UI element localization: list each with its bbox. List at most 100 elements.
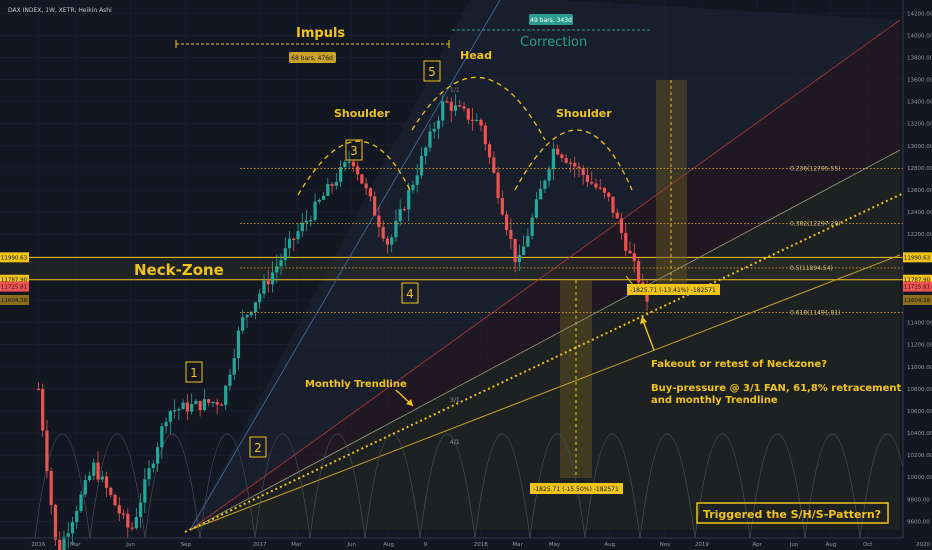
candle-body <box>330 184 334 186</box>
candle-body <box>607 192 611 197</box>
candle-body <box>177 409 181 411</box>
candle-body <box>585 175 590 183</box>
candle-body <box>66 533 70 537</box>
x-tick-label: Aug <box>383 542 394 548</box>
correction-bars-badge <box>529 14 573 25</box>
candle-body <box>96 462 100 480</box>
cycle-arc <box>639 433 696 539</box>
candle-body <box>347 161 351 163</box>
candle-body <box>134 517 138 529</box>
candle-body <box>628 250 632 254</box>
price-badge-left-label: 11604.38 <box>1 298 28 304</box>
neck-zone-label: Neck-Zone <box>134 261 224 279</box>
candle-body <box>104 476 109 488</box>
candle-body <box>470 119 475 121</box>
y-tick-label: 13600.00 <box>907 78 932 84</box>
x-tick-label: Mar <box>512 542 523 548</box>
candle-body <box>36 388 41 391</box>
candle-body <box>279 259 283 267</box>
candle-body <box>100 476 104 480</box>
wave-3-box <box>345 139 363 161</box>
right-shoulder-label: Shoulder <box>556 107 612 120</box>
candle-body <box>504 214 509 231</box>
candle-body <box>173 410 177 412</box>
candle-body <box>168 411 172 422</box>
candle-body <box>377 215 381 228</box>
candle-body <box>211 402 215 404</box>
candle-body <box>300 222 304 232</box>
x-tick-label: 2020 <box>916 542 930 548</box>
candle-body <box>602 187 607 193</box>
y-tick-label: 12800.00 <box>907 166 932 172</box>
candle-body <box>368 188 372 197</box>
candle-body <box>419 155 424 176</box>
neck-zone-band <box>0 257 903 280</box>
candle-body <box>83 480 87 495</box>
candle-body <box>492 157 496 173</box>
candle-body <box>466 108 470 120</box>
retest-arrow-head <box>640 316 647 324</box>
candle-body <box>313 201 317 221</box>
triggered-box <box>696 502 889 524</box>
x-tick-label: 2017 <box>253 542 267 548</box>
y-tick-label: 10800.00 <box>907 387 932 393</box>
fib-label: 0.5(11894.54) <box>790 265 833 272</box>
candle-body <box>164 421 168 427</box>
x-tick-label: Sep <box>181 542 192 548</box>
candle-body <box>304 220 309 223</box>
candle-body <box>215 402 219 405</box>
y-tick-label: 13000.00 <box>907 144 932 150</box>
cycle-arc <box>474 433 531 539</box>
candle-body <box>202 399 207 410</box>
fan-1-1-label: 1/1 <box>450 87 460 94</box>
y-tick-label: 9800.00 <box>907 497 930 503</box>
left-shoulder-label: Shoulder <box>334 107 390 120</box>
fib-label: 0.618(11491.81) <box>790 309 841 316</box>
cycle-arc <box>749 433 806 539</box>
candle-body <box>407 189 411 210</box>
candle-body <box>258 293 262 303</box>
fan-3-1-label: 3/1 <box>450 397 460 404</box>
candle-body <box>402 209 407 211</box>
measure-top-label: -1825.71 (-13.41%) -182571 <box>630 287 716 294</box>
price-badge-label: 11787.90 <box>904 278 931 284</box>
candle-body <box>283 248 287 260</box>
price-badge-left-label: 11725.81 <box>1 285 27 291</box>
candle-body <box>253 302 258 312</box>
x-tick-label: Jun <box>346 542 356 548</box>
y-tick-label: 10400.00 <box>907 431 932 437</box>
candle-body <box>611 196 615 213</box>
impuls-label: Impuls <box>296 26 345 41</box>
candle-body <box>500 198 504 215</box>
candle-body <box>228 374 232 386</box>
candle-body <box>543 180 547 189</box>
x-tick-label: Mar <box>70 542 81 548</box>
x-axis-ticks: 2016 Mar Jun Sep 2017 Mar Jun Aug 9 2018 Mar May Aug… <box>31 542 930 548</box>
candle-body <box>539 188 543 200</box>
fan-line-steep <box>189 0 501 531</box>
candle-body <box>113 494 117 506</box>
candle-body <box>92 462 96 476</box>
price-badge <box>903 252 932 263</box>
candle-body <box>462 106 466 109</box>
candle-body <box>594 183 598 188</box>
fib-label: 0.236(12795.55) <box>790 165 841 172</box>
y-tick-label: 10600.00 <box>907 409 932 415</box>
candle-body <box>185 402 189 412</box>
trendline-arrow-head <box>406 399 413 406</box>
price-badge-left-label: 11990.63 <box>1 255 28 261</box>
wave-5-box <box>423 60 441 82</box>
candle-body <box>522 246 526 255</box>
candle-body <box>334 181 338 186</box>
x-tick-label: Jun <box>125 542 135 548</box>
price-badge-label: 11604.38 <box>904 298 931 304</box>
head-arc <box>411 76 546 141</box>
candle-body <box>360 174 364 184</box>
wave-2-label: 2 <box>254 441 262 455</box>
candle-body <box>526 235 530 247</box>
candle-body <box>224 385 228 405</box>
wave-5-label: 5 <box>428 65 436 79</box>
wave-1-label: 1 <box>190 366 198 380</box>
candle-body <box>381 227 385 239</box>
